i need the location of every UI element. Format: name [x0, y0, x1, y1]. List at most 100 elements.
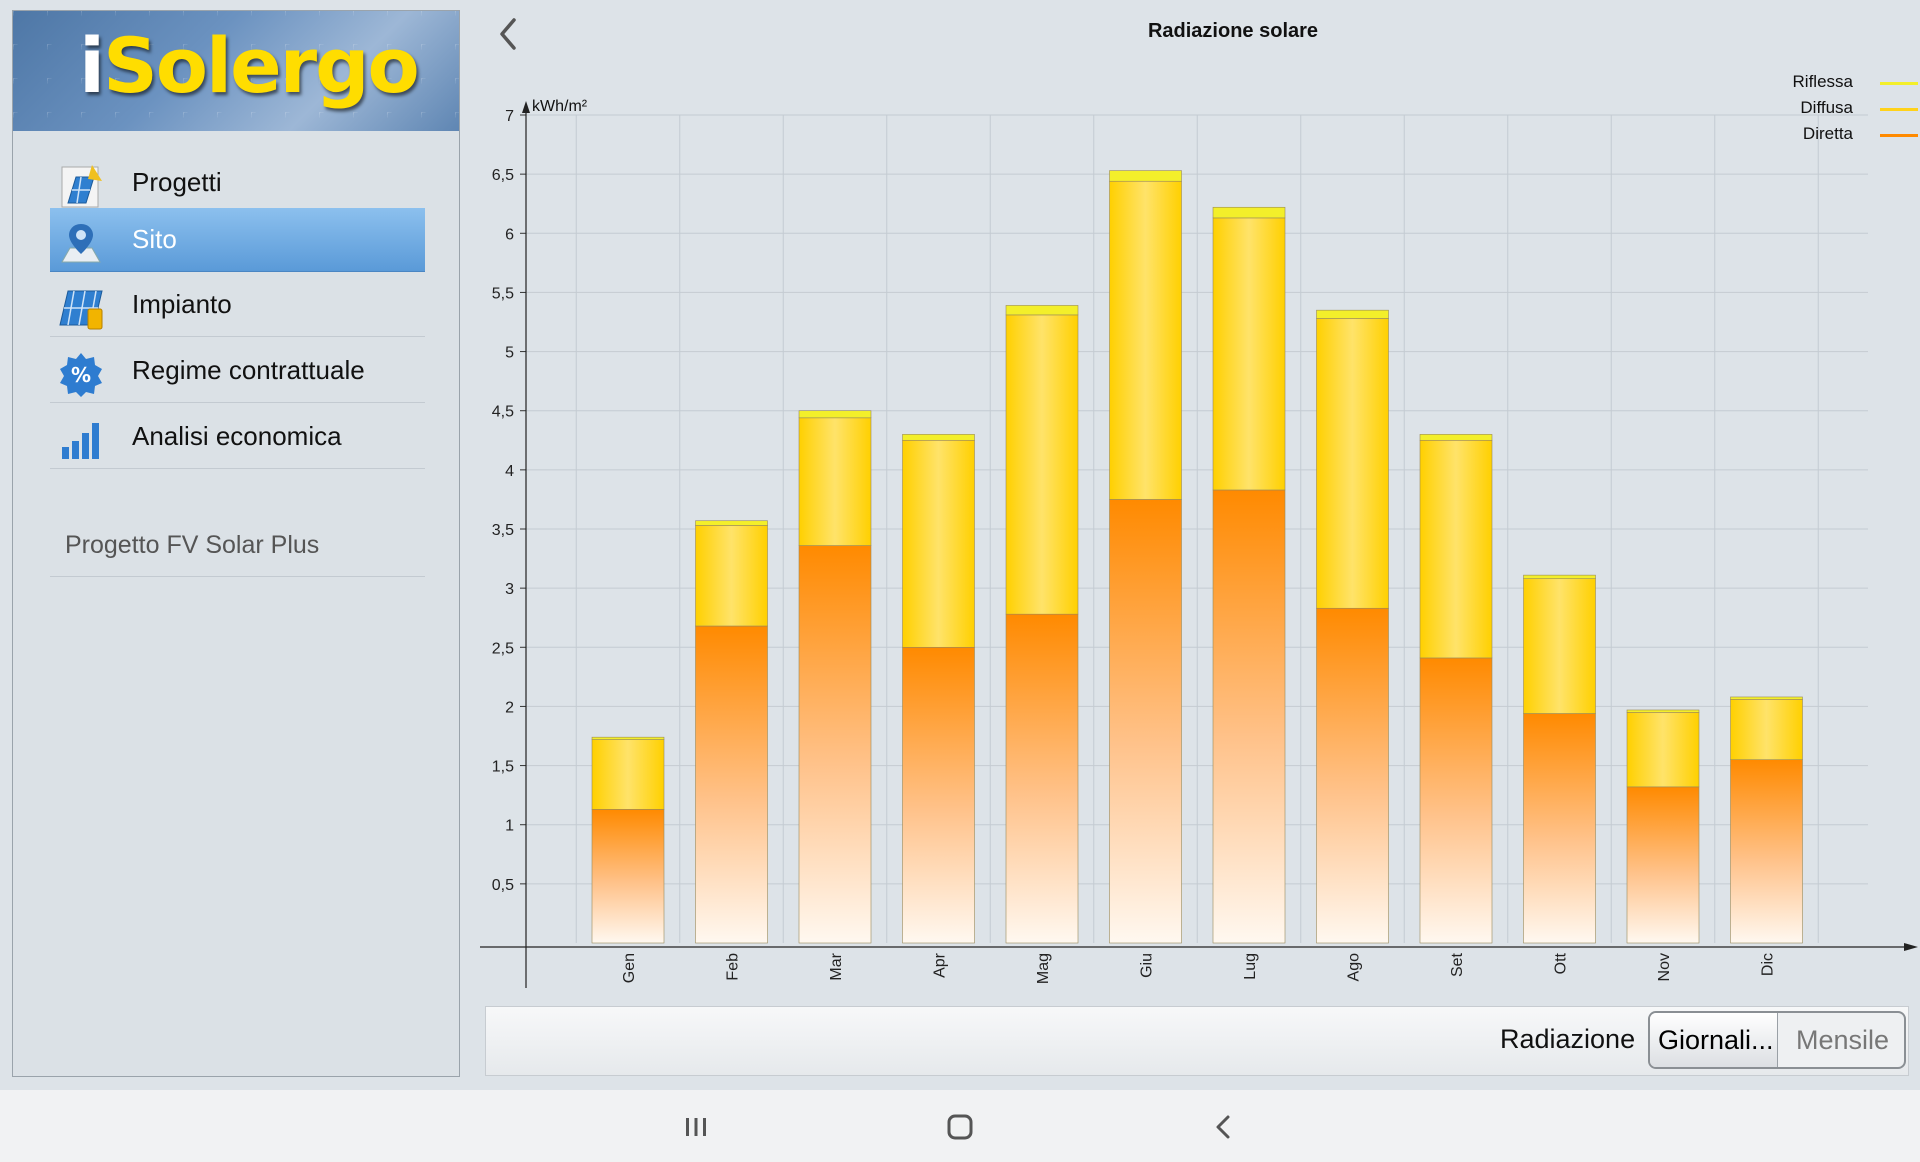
y-axis-label: kWh/m² — [532, 98, 588, 115]
location-pin-icon — [58, 220, 102, 264]
bar-diretta-feb — [695, 625, 768, 944]
sidebar-item-label: Progetti — [132, 167, 222, 197]
home-button[interactable] — [940, 1110, 980, 1144]
bar-riflessa-nov — [1626, 709, 1700, 713]
home-icon — [947, 1114, 973, 1140]
legend-swatch — [1880, 108, 1918, 111]
chart-title: Radiazione solare — [1147, 20, 1319, 42]
x-tick-label: Apr — [932, 952, 949, 978]
bar-diffusa-nov — [1626, 712, 1700, 788]
project-icon — [58, 163, 102, 208]
y-tick-label: 3 — [505, 581, 514, 598]
system-back-button[interactable] — [1204, 1110, 1244, 1144]
x-tick-label: Mar — [828, 952, 845, 980]
sidebar-item-label: Sito — [132, 224, 177, 254]
y-tick-label: 2 — [505, 699, 514, 716]
radiation-chart: 0,5 1 1,5 2 2,5 3 3,5 4 4,5 5 5,5 6 6,5 7 Gen Feb Mar Apr… — [480, 98, 1918, 988]
project-name: Progetto FV Solar Plus — [65, 531, 320, 559]
bar-diffusa-apr — [902, 439, 975, 648]
bar-chart-icon — [58, 417, 102, 461]
bar-diretta-mar — [798, 545, 872, 944]
x-axis-arrow — [1904, 943, 1918, 951]
legend-swatch — [1880, 134, 1918, 137]
logo-text: iSolergo — [79, 21, 420, 110]
bar-riflessa-giu — [1109, 170, 1182, 182]
bar-riflessa-gen — [591, 736, 665, 740]
x-tick-label: Set — [1449, 952, 1466, 977]
bar-diretta-giu — [1109, 499, 1182, 944]
y-tick-label: 5 — [505, 345, 514, 362]
y-tick-label: 2,5 — [492, 640, 514, 657]
bar-diffusa-giu — [1109, 180, 1182, 500]
legend-item-diffusa: Diffusa — [1700, 98, 1920, 122]
legend-item-diretta: Diretta — [1700, 124, 1920, 148]
bar-diffusa-ago — [1316, 318, 1389, 609]
bar-diretta-set — [1419, 657, 1493, 944]
recent-apps-button[interactable] — [676, 1110, 716, 1144]
x-tick-label: Dic — [1760, 953, 1777, 976]
bar-riflessa-apr — [902, 434, 975, 441]
sidebar-item-impianto[interactable]: Impianto — [50, 273, 425, 337]
y-tick-label: 4,5 — [492, 404, 514, 421]
bar-diretta-apr — [902, 646, 975, 944]
bar-diffusa-gen — [591, 739, 665, 810]
bar-diffusa-mag — [1005, 314, 1079, 615]
radiation-period-selector[interactable]: Giornali... Mensile — [1648, 1011, 1906, 1069]
bar-diretta-ago — [1316, 607, 1389, 944]
recent-apps-icon — [686, 1118, 706, 1136]
sidebar-item-progetti[interactable]: Progetti — [50, 151, 425, 215]
legend-swatch — [1880, 82, 1918, 85]
sidebar-item-label: Impianto — [132, 289, 232, 319]
sidebar-item-label: Analisi economica — [132, 421, 342, 451]
bar-diretta-ott — [1523, 713, 1596, 944]
bar-diffusa-mar — [798, 417, 872, 546]
x-tick-label: Ott — [1553, 952, 1570, 974]
solar-panel-icon — [58, 285, 103, 330]
bar-diretta-gen — [591, 809, 665, 944]
sidebar-item-analisi-economica[interactable]: Analisi economica — [50, 405, 425, 469]
bar-riflessa-set — [1419, 434, 1493, 441]
bar-riflessa-ago — [1316, 309, 1389, 319]
divider — [50, 576, 425, 577]
radiation-label: Radiazione — [1500, 1024, 1636, 1054]
sidebar-item-sito[interactable]: Sito — [50, 208, 425, 272]
segment-daily[interactable]: Giornali... — [1650, 1013, 1778, 1067]
segment-monthly[interactable]: Mensile — [1796, 1025, 1890, 1055]
x-tick-label: Giu — [1139, 953, 1156, 978]
bar-diffusa-set — [1419, 439, 1493, 659]
bar-riflessa-dic — [1730, 696, 1803, 700]
sidebar: iSolergo Progetti Sito — [12, 10, 460, 1077]
y-tick-label: 7 — [505, 108, 514, 125]
bar-riflessa-mag — [1005, 305, 1079, 316]
bar-diretta-nov — [1626, 786, 1700, 944]
bar-riflessa-feb — [695, 520, 768, 526]
bar-diffusa-ott — [1523, 578, 1596, 714]
y-tick-label: 6,5 — [492, 167, 514, 184]
x-tick-label: Nov — [1656, 953, 1673, 981]
bar-diffusa-dic — [1730, 699, 1803, 760]
x-tick-label: Lug — [1242, 953, 1259, 980]
x-tick-label: Feb — [725, 953, 742, 981]
x-tick-label: Gen — [621, 953, 638, 983]
back-button[interactable] — [492, 14, 526, 54]
y-tick-label: 3,5 — [492, 522, 514, 539]
y-tick-label: 1,5 — [492, 759, 514, 776]
bar-diretta-mag — [1005, 613, 1079, 944]
y-tick-label: 0,5 — [492, 877, 514, 894]
y-tick-label: 6 — [505, 226, 514, 243]
bar-diretta-dic — [1730, 759, 1803, 944]
sidebar-item-label: Regime contrattuale — [132, 355, 365, 385]
sidebar-item-regime-contrattuale[interactable]: % Regime contrattuale — [50, 339, 425, 403]
percent-badge-icon: % — [58, 351, 102, 397]
y-axis-arrow — [522, 101, 530, 113]
system-nav-bar — [0, 1090, 1920, 1162]
x-tick-label: Mag — [1035, 953, 1052, 984]
bar-riflessa-ott — [1523, 574, 1596, 579]
bar-diffusa-feb — [695, 525, 768, 627]
legend-item-riflessa: Riflessa — [1700, 72, 1920, 96]
bar-diretta-lug — [1212, 489, 1286, 944]
x-tick-label: Ago — [1346, 953, 1363, 982]
y-tick-label: 5,5 — [492, 285, 514, 302]
back-icon — [1216, 1115, 1230, 1139]
bar-riflessa-mar — [798, 410, 872, 419]
